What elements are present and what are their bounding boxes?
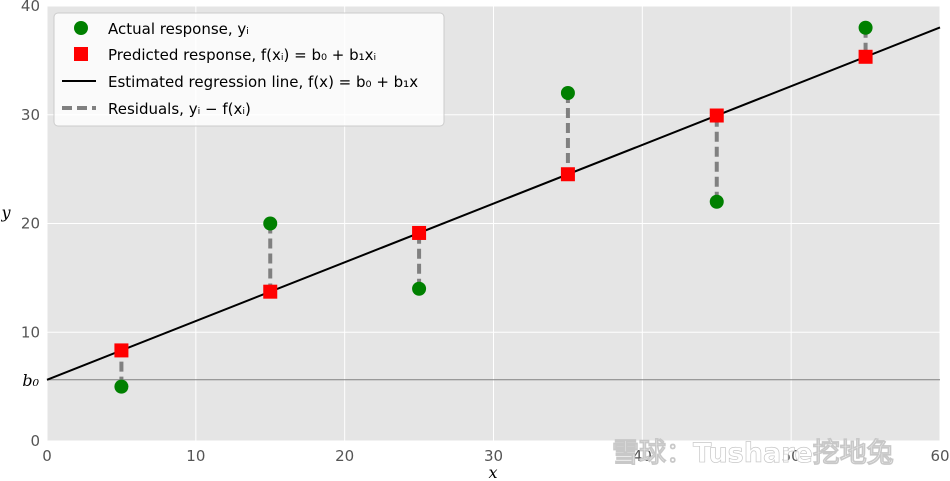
y-tick-label: 40 [21, 0, 40, 15]
predicted-point [560, 167, 575, 182]
x-tick-label: 20 [335, 447, 354, 465]
watermark: 雪球：Tushare挖地兔 [612, 437, 894, 469]
actual-point [114, 379, 129, 394]
y-tick-label: 30 [21, 106, 40, 124]
predicted-point [263, 284, 278, 299]
legend-box [53, 12, 445, 127]
legend-residual-label: Residuals, yᵢ − f(xᵢ) [108, 100, 251, 118]
predicted-point [412, 225, 427, 240]
legend-predicted-marker [74, 47, 88, 61]
predicted-points [114, 49, 873, 358]
x-tick-label: 40 [633, 447, 652, 465]
x-tick-label: 60 [930, 447, 949, 465]
x-tick-label: 30 [484, 447, 503, 465]
predicted-point [114, 343, 129, 358]
regression-line [46, 26, 941, 381]
x-tick-labels: 0 10 20 30 40 50 60 [42, 447, 949, 465]
y-tick-label: 10 [21, 323, 40, 341]
actual-points [114, 20, 873, 394]
legend-actual-marker [74, 21, 88, 35]
predicted-point [858, 49, 873, 64]
x-tick-label: 50 [782, 447, 801, 465]
y-tick-label: 20 [21, 215, 40, 233]
actual-point [709, 194, 724, 209]
legend-predicted-label: Predicted response, f(xᵢ) = b₀ + b₁xᵢ [108, 46, 376, 64]
x-tick-label: 0 [42, 447, 52, 465]
x-axis-label: x [488, 463, 497, 481]
legend-actual-label: Actual response, yᵢ [108, 20, 249, 38]
actual-point [263, 216, 278, 231]
y-axis-label: y [0, 203, 11, 222]
y-tick-labels: 0 10 20 30 40 [21, 0, 40, 450]
b0-tick-label: b₀ [22, 371, 39, 390]
legend-regression-label: Estimated regression line, f(x) = b₀ + b… [108, 73, 418, 91]
legend: Actual response, yᵢ Predicted response, … [53, 12, 445, 127]
actual-point [858, 20, 873, 35]
x-tick-label: 10 [186, 447, 205, 465]
actual-point [560, 86, 575, 100]
predicted-point [709, 108, 724, 123]
actual-point [412, 281, 427, 296]
y-tick-label: 0 [30, 432, 40, 450]
